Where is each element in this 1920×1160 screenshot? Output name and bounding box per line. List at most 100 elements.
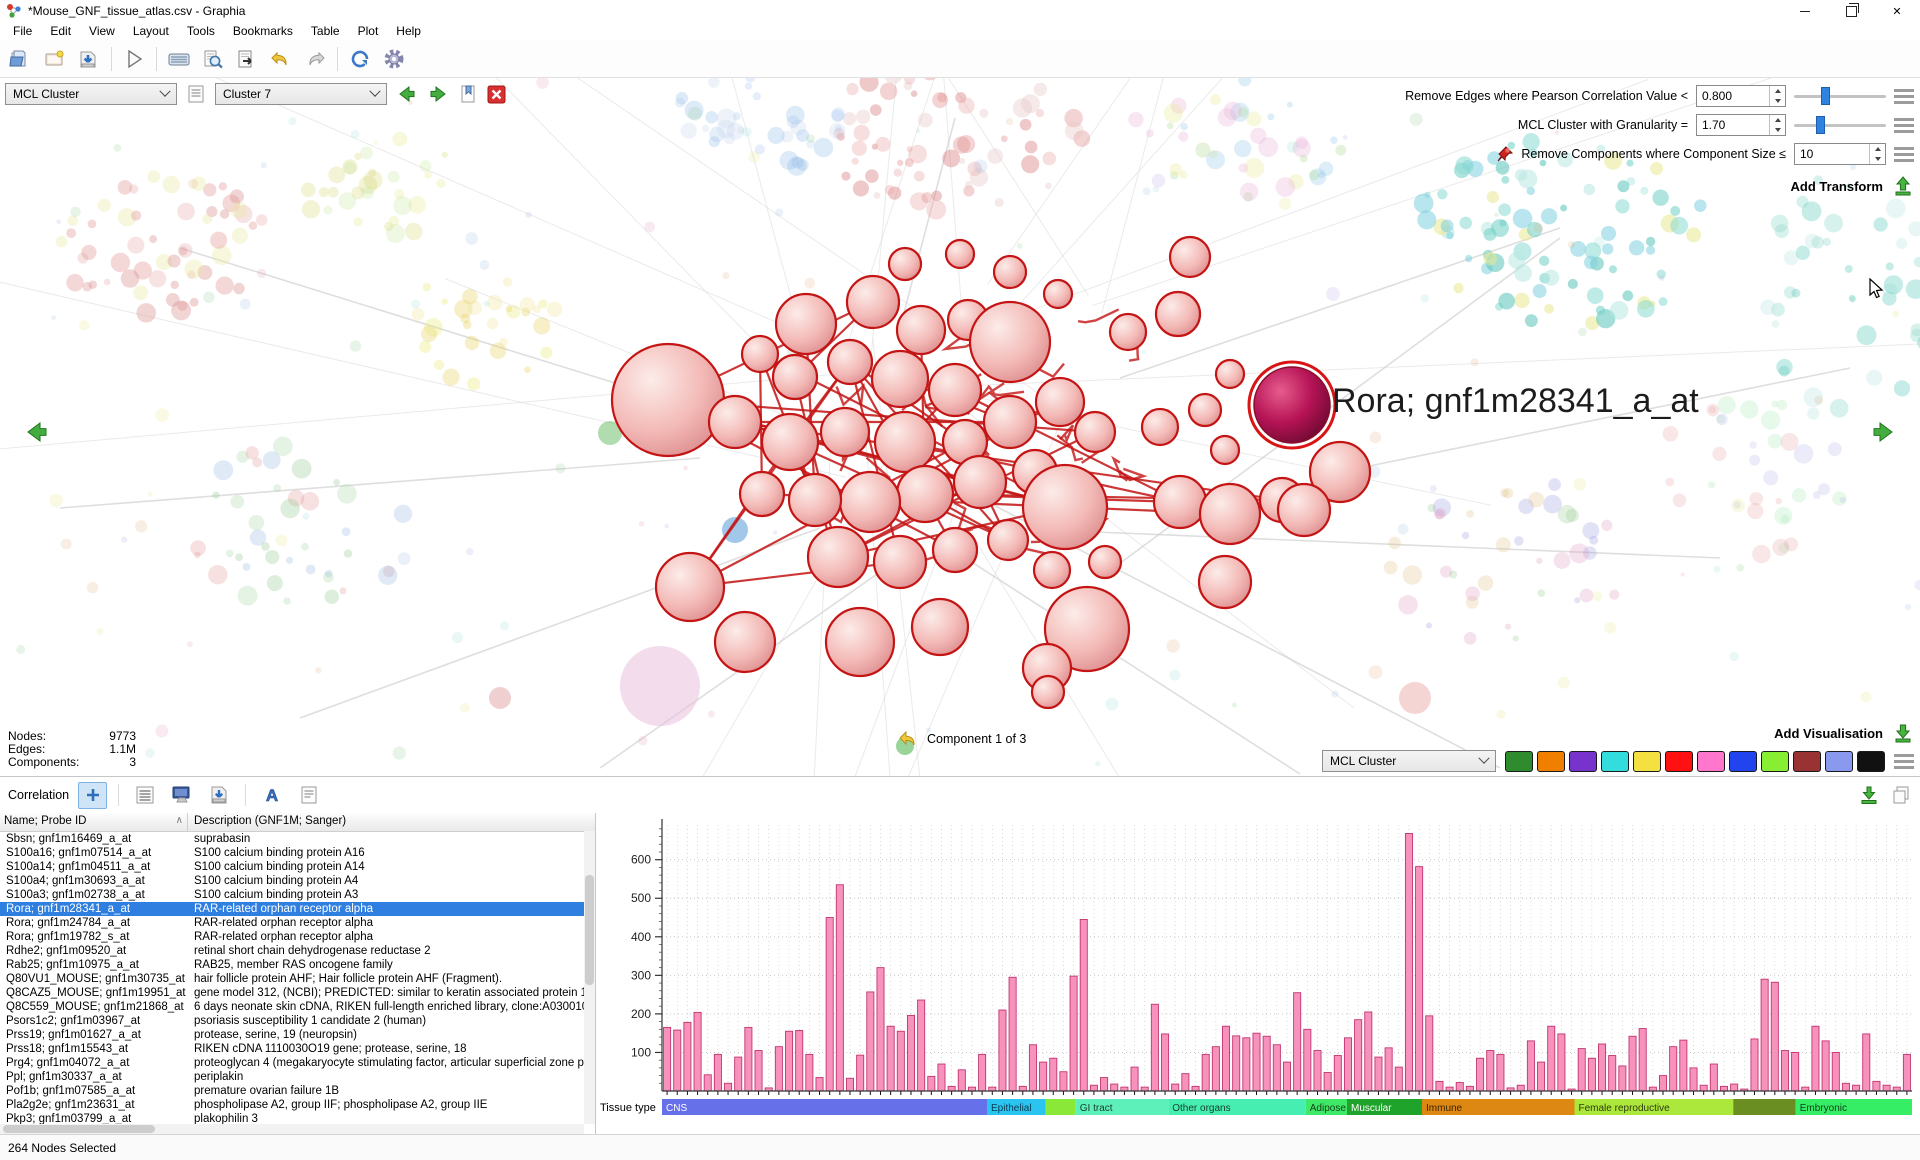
- menu-table[interactable]: Table: [310, 24, 340, 38]
- redo-icon[interactable]: [298, 44, 332, 74]
- table-row[interactable]: Rab25; gnf1m10975_a_at RAB25, member RAS …: [6, 959, 393, 971]
- scrollbar-thumb[interactable]: [585, 875, 594, 985]
- undo-icon[interactable]: [264, 44, 298, 74]
- table-row[interactable]: Q80VU1_MOUSE; gnf1m30735_at hair follicle…: [6, 973, 503, 985]
- add-plot-button[interactable]: [78, 781, 108, 809]
- close-red-button[interactable]: [487, 85, 506, 104]
- next-green-arrow[interactable]: [427, 84, 449, 104]
- tissue-expression-chart[interactable]: 100 200 300 400 500 600 Tissue type CNS Epitheli…: [596, 813, 1920, 1134]
- graph-canvas[interactable]: [0, 78, 1920, 776]
- close-button[interactable]: ✕: [1892, 5, 1902, 18]
- table-row[interactable]: Prg4; gnf1m04072_a_at proteoglycan 4 (meg…: [6, 1057, 595, 1069]
- import-icon[interactable]: [72, 44, 106, 74]
- table-row[interactable]: Rora; gnf1m24784_a_at RAR-related orphan …: [6, 917, 373, 929]
- cluster-color-swatch[interactable]: [1601, 750, 1629, 772]
- transform-slider[interactable]: [1794, 116, 1886, 134]
- attribute-select[interactable]: MCL Cluster: [5, 83, 177, 105]
- refresh-layout-icon[interactable]: [343, 44, 377, 74]
- table-row[interactable]: Pkp3; gnf1m03799_a_at plakophilin 3: [6, 1113, 258, 1125]
- next-component-arrow[interactable]: [1870, 420, 1896, 444]
- doc-lines-icon[interactable]: [294, 782, 324, 808]
- cluster-color-swatch[interactable]: [1825, 750, 1853, 772]
- table-row[interactable]: S100a3; gnf1m02738_a_at S100 calcium bind…: [6, 889, 359, 901]
- export-plot-icon[interactable]: [1858, 784, 1880, 806]
- transform-slider[interactable]: [1794, 87, 1886, 105]
- add-transform[interactable]: Add Transform: [1791, 175, 1914, 197]
- visualisation-select[interactable]: MCL Cluster: [1322, 750, 1496, 772]
- cluster-select[interactable]: Cluster 7: [215, 83, 387, 105]
- table-row[interactable]: Ppl; gnf1m30337_a_at periplakin: [6, 1071, 244, 1083]
- spin-buttons[interactable]: [1869, 144, 1885, 164]
- cluster-color-swatch[interactable]: [1505, 750, 1533, 772]
- cluster-color-swatch[interactable]: [1633, 750, 1661, 772]
- cluster-color-swatch[interactable]: [1665, 750, 1693, 772]
- prev-green-arrow[interactable]: [396, 84, 418, 104]
- table-row[interactable]: Q8C559_MOUSE; gnf1m21868_at 6 days neonat…: [6, 1001, 595, 1013]
- menu-layout[interactable]: Layout: [132, 24, 169, 38]
- menu-view[interactable]: View: [89, 24, 115, 38]
- table-row[interactable]: Prss18; gnf1m15543_at RIKEN cDNA 1110030O…: [6, 1043, 467, 1055]
- table-row[interactable]: Rora; gnf1m19782_s_at RAR-related orphan …: [6, 931, 373, 943]
- cluster-color-swatch[interactable]: [1697, 750, 1725, 772]
- find-icon[interactable]: [196, 44, 230, 74]
- play-layout-icon[interactable]: [117, 44, 151, 74]
- table-row[interactable]: S100a4; gnf1m30693_a_at S100 calcium bind…: [6, 875, 359, 887]
- tab-correlation[interactable]: Correlation: [8, 788, 70, 802]
- add-visualisation[interactable]: Add Visualisation: [1774, 722, 1914, 744]
- table-row[interactable]: Sbsn; gnf1m16469_a_at suprabasin: [6, 833, 251, 845]
- scrollbar-thumb[interactable]: [3, 1125, 155, 1133]
- import-tray-icon[interactable]: [204, 782, 234, 808]
- transform-value-input[interactable]: 10: [1794, 143, 1886, 165]
- node-list-icon[interactable]: [186, 84, 206, 104]
- bookmark-icon[interactable]: [458, 84, 478, 104]
- cluster-color-swatch[interactable]: [1569, 750, 1597, 772]
- table-row[interactable]: Pof1b; gnf1m07585_a_at premature ovarian …: [6, 1085, 340, 1097]
- table-row[interactable]: Psors1c2; gnf1m03967_at psoriasis suscept…: [6, 1015, 427, 1027]
- cluster-color-swatch[interactable]: [1761, 750, 1789, 772]
- spin-buttons[interactable]: [1769, 115, 1785, 135]
- table-row[interactable]: S100a14; gnf1m04511_a_at S100 calcium bin…: [6, 861, 365, 873]
- component-back-icon[interactable]: [898, 730, 918, 748]
- rows-icon[interactable]: [130, 782, 160, 808]
- bar-chart-canvas[interactable]: 100 200 300 400 500 600 Tissue type CNS Epitheli…: [596, 813, 1920, 1135]
- cluster-color-swatch[interactable]: [1729, 750, 1757, 772]
- menu-file[interactable]: File: [13, 24, 33, 38]
- column-header-description[interactable]: Description (GNF1M; Sanger): [188, 813, 595, 831]
- cluster-nodes[interactable]: [610, 235, 1372, 710]
- monitor-icon[interactable]: [167, 782, 197, 808]
- focused-node[interactable]: [1253, 366, 1331, 444]
- transform-value-input[interactable]: 0.800: [1696, 85, 1786, 107]
- minimize-button[interactable]: [1782, 0, 1828, 22]
- cluster-color-swatch[interactable]: [1857, 750, 1885, 772]
- open-icon[interactable]: [4, 44, 38, 74]
- menu-bookmarks[interactable]: Bookmarks: [232, 24, 293, 38]
- table-vertical-scrollbar[interactable]: [584, 831, 595, 1124]
- font-icon[interactable]: A: [257, 782, 287, 808]
- restore-button[interactable]: [1828, 0, 1874, 22]
- table-row[interactable]: S100a16; gnf1m07514_a_at S100 calcium bin…: [6, 847, 365, 859]
- cluster-color-swatch[interactable]: [1537, 750, 1565, 772]
- menu-edit[interactable]: Edit: [50, 24, 72, 38]
- menu-tools[interactable]: Tools: [186, 24, 215, 38]
- table-row[interactable]: Q8CAZ5_MOUSE; gnf1m19951_at gene model 31…: [6, 987, 595, 999]
- visualisation-menu-button[interactable]: [1894, 753, 1914, 769]
- copy-plot-icon[interactable]: [1890, 785, 1912, 805]
- recent-icon[interactable]: [38, 44, 72, 74]
- table-row[interactable]: Prss19; gnf1m01627_a_at protease, serine,…: [6, 1029, 358, 1041]
- table-row[interactable]: Rora; gnf1m28341_a_at RAR-related orphan …: [0, 902, 595, 916]
- cluster-color-swatch[interactable]: [1793, 750, 1821, 772]
- transform-value-input[interactable]: 1.70: [1696, 114, 1786, 136]
- keyboard-icon[interactable]: [162, 44, 196, 74]
- spin-buttons[interactable]: [1769, 86, 1785, 106]
- prev-component-arrow[interactable]: [24, 420, 50, 444]
- menu-help[interactable]: Help: [396, 24, 421, 38]
- transform-menu-button[interactable]: [1894, 146, 1914, 162]
- table-row[interactable]: Rdhe2; gnf1m09520_at retinal short chain …: [6, 945, 431, 957]
- menu-plot[interactable]: Plot: [357, 24, 379, 38]
- transform-menu-button[interactable]: [1894, 117, 1914, 133]
- settings-gear-icon[interactable]: [377, 44, 411, 74]
- table-horizontal-scrollbar[interactable]: [0, 1124, 584, 1134]
- transform-menu-button[interactable]: [1894, 88, 1914, 104]
- column-header-name[interactable]: Name; Probe ID ∧: [0, 813, 188, 831]
- table-row[interactable]: Pla2g2e; gnf1m23631_at phospholipase A2, …: [6, 1099, 488, 1111]
